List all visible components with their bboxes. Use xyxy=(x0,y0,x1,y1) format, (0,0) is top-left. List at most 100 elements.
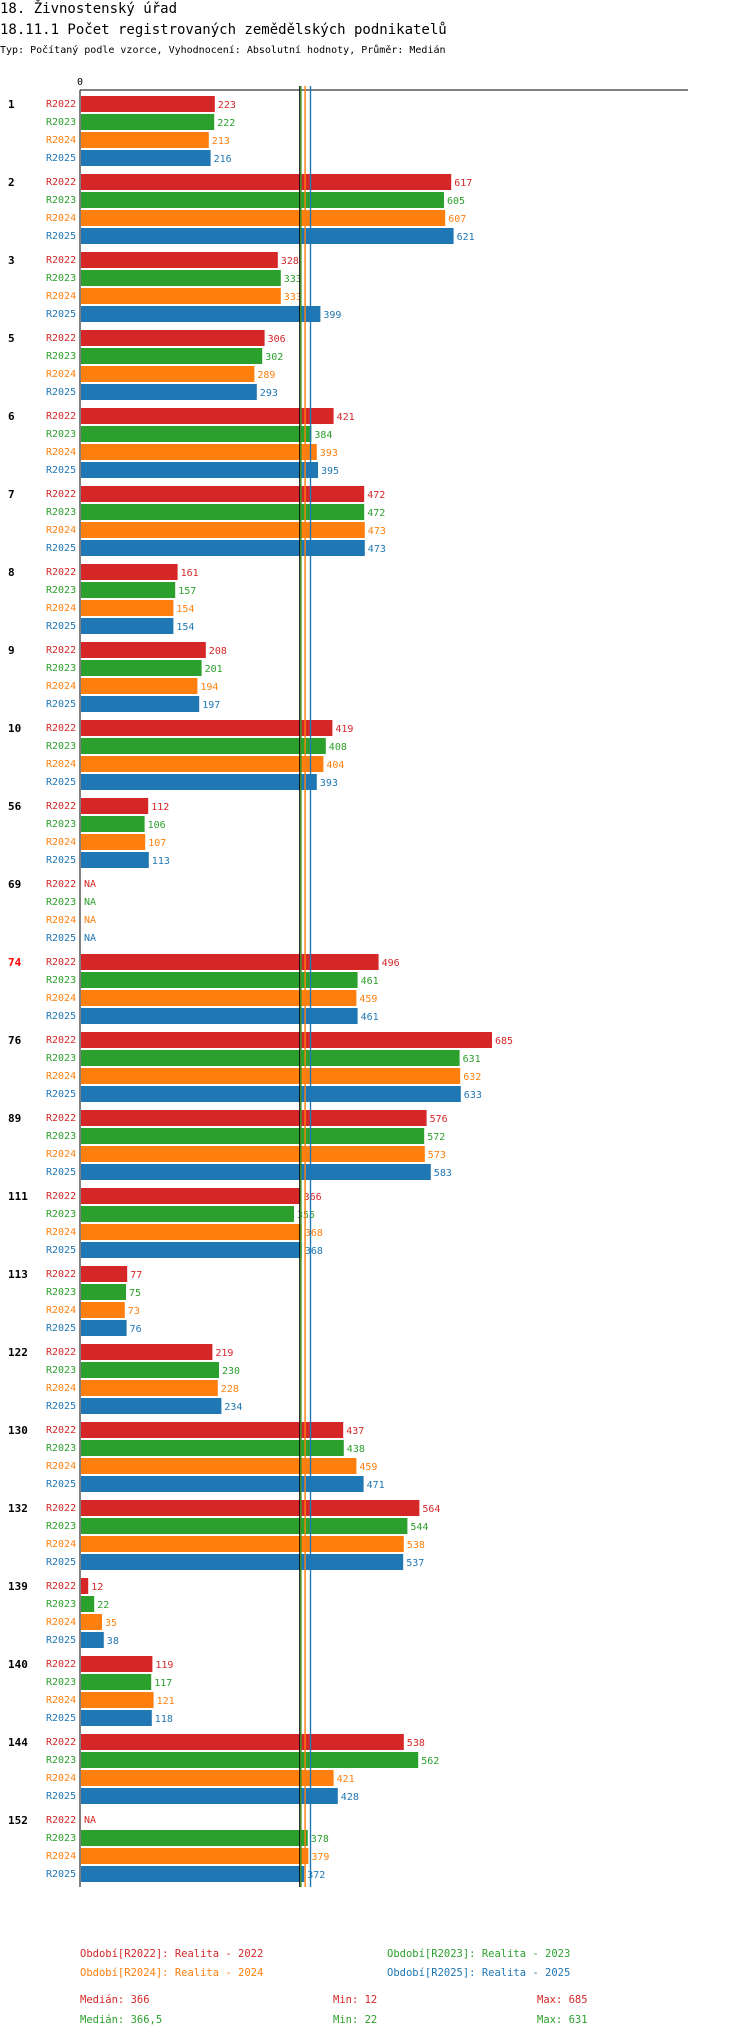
series-label: R2022 xyxy=(46,1113,76,1124)
series-label: R2022 xyxy=(46,879,76,890)
series-label: R2022 xyxy=(46,255,76,266)
series-label: R2024 xyxy=(46,759,76,770)
series-label: R2024 xyxy=(46,1227,76,1238)
bar xyxy=(81,972,358,988)
value-label: 472 xyxy=(367,490,385,501)
value-label: 112 xyxy=(151,802,169,813)
series-label: R2025 xyxy=(46,309,76,320)
bar xyxy=(81,1320,127,1336)
value-label: 154 xyxy=(176,604,194,615)
report-info: Typ: Počítaný podle vzorce, Vyhodnocení:… xyxy=(0,45,446,56)
bar xyxy=(81,1128,425,1144)
series-label: R2022 xyxy=(46,1815,76,1826)
series-label: R2024 xyxy=(46,1851,76,1862)
stat-median-r2022: Medián: 366 xyxy=(80,1994,150,2006)
series-label: R2024 xyxy=(46,837,76,848)
value-label: 607 xyxy=(448,214,466,225)
value-label: 393 xyxy=(320,778,338,789)
value-label: 621 xyxy=(457,232,475,243)
series-label: R2023 xyxy=(46,429,76,440)
category-label: 3 xyxy=(8,254,15,267)
value-label: 77 xyxy=(130,1270,142,1281)
legend-period-r2023: Období[R2023]: Realita - 2023 xyxy=(387,1948,571,1960)
bar xyxy=(81,1656,153,1672)
value-label: 306 xyxy=(268,334,286,345)
series-label: R2024 xyxy=(46,1305,76,1316)
series-label: R2025 xyxy=(46,231,76,242)
bar xyxy=(81,1674,152,1690)
series-label: R2024 xyxy=(46,1617,76,1628)
series-label: R2024 xyxy=(46,1383,76,1394)
bar xyxy=(81,1752,419,1768)
bar xyxy=(81,540,365,556)
value-label: 384 xyxy=(314,430,332,441)
bar xyxy=(81,954,379,970)
value-label: 119 xyxy=(155,1660,173,1671)
series-label: R2023 xyxy=(46,663,76,674)
bar xyxy=(81,642,206,658)
value-label: 461 xyxy=(361,976,379,987)
series-label: R2023 xyxy=(46,273,76,284)
value-label: 399 xyxy=(323,310,341,321)
series-label: R2025 xyxy=(46,543,76,554)
category-label: 9 xyxy=(8,644,15,657)
value-label: 107 xyxy=(148,838,166,849)
bar xyxy=(81,1206,294,1222)
series-label: R2024 xyxy=(46,1071,76,1082)
value-label: 421 xyxy=(337,412,355,423)
category-label: 130 xyxy=(8,1424,28,1437)
series-label: R2022 xyxy=(46,489,76,500)
bar xyxy=(81,1164,431,1180)
category-label: 139 xyxy=(8,1580,28,1593)
series-label: R2023 xyxy=(46,975,76,986)
value-label: 564 xyxy=(422,1504,440,1515)
bar xyxy=(81,1284,126,1300)
series-label: R2025 xyxy=(46,1167,76,1178)
value-label: 538 xyxy=(407,1738,425,1749)
series-label: R2025 xyxy=(46,1479,76,1490)
category-label: 5 xyxy=(8,332,15,345)
bar xyxy=(81,1554,404,1570)
series-label: R2025 xyxy=(46,1401,76,1412)
value-label: 222 xyxy=(217,118,235,129)
series-label: R2024 xyxy=(46,213,76,224)
value-label: 35 xyxy=(105,1618,117,1629)
bar xyxy=(81,444,317,460)
series-label: R2024 xyxy=(46,135,76,146)
value-label: 572 xyxy=(427,1132,445,1143)
axis-zero-label: 0 xyxy=(77,77,83,88)
bar xyxy=(81,426,312,442)
na-label: NA xyxy=(84,897,96,908)
series-label: R2025 xyxy=(46,153,76,164)
legend-period-r2024: Období[R2024]: Realita - 2024 xyxy=(80,1967,264,1979)
series-label: R2022 xyxy=(46,567,76,578)
series-label: R2022 xyxy=(46,1659,76,1670)
category-label: 122 xyxy=(8,1346,28,1359)
category-label: 2 xyxy=(8,176,15,189)
value-label: 194 xyxy=(200,682,218,693)
bar xyxy=(81,1398,222,1414)
value-label: 378 xyxy=(311,1834,329,1845)
category-label: 74 xyxy=(8,956,22,969)
bar xyxy=(81,1518,408,1534)
bar xyxy=(81,852,149,868)
category-label: 140 xyxy=(8,1658,28,1671)
bar xyxy=(81,348,263,364)
bar xyxy=(81,738,326,754)
bar xyxy=(81,288,281,304)
bar xyxy=(81,366,255,382)
value-label: 333 xyxy=(284,274,302,285)
series-label: R2025 xyxy=(46,1635,76,1646)
bar xyxy=(81,306,321,322)
value-label: 368 xyxy=(305,1228,323,1239)
value-label: 473 xyxy=(368,544,386,555)
bar xyxy=(81,1536,404,1552)
bar xyxy=(81,408,334,424)
value-label: 73 xyxy=(128,1306,140,1317)
series-label: R2022 xyxy=(46,1347,76,1358)
series-label: R2022 xyxy=(46,645,76,656)
series-label: R2025 xyxy=(46,387,76,398)
value-label: 437 xyxy=(346,1426,364,1437)
series-label: R2023 xyxy=(46,507,76,518)
